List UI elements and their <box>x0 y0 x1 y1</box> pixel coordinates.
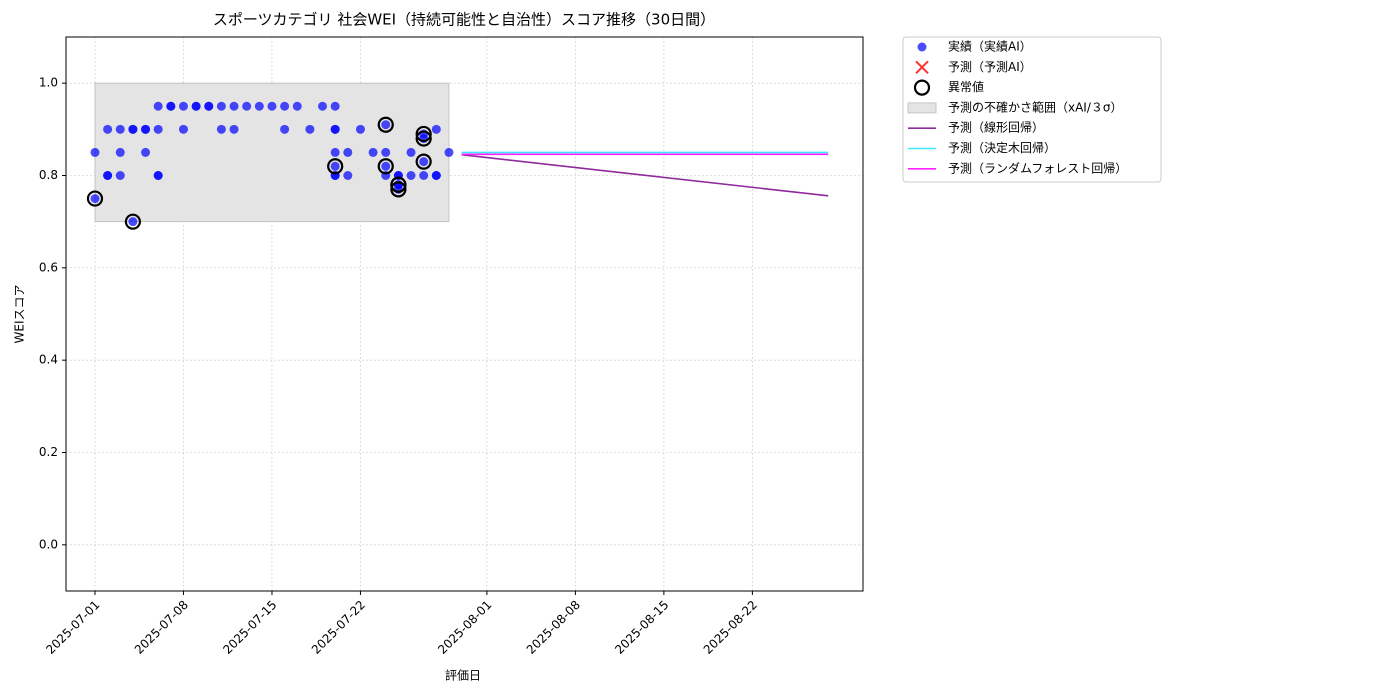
data-point <box>103 124 113 134</box>
y-tick-label: 0.0 <box>39 537 58 551</box>
data-point <box>292 101 302 111</box>
y-axis-label: WEIスコア <box>13 285 27 344</box>
data-point <box>381 147 391 157</box>
data-point <box>242 101 252 111</box>
data-point <box>330 101 340 111</box>
data-point <box>153 124 163 134</box>
y-tick-label: 0.8 <box>39 168 58 182</box>
data-point <box>153 101 163 111</box>
data-point <box>90 194 100 204</box>
legend-marker <box>917 42 927 52</box>
legend-label: 予測（決定木回帰） <box>948 140 1056 155</box>
data-point <box>390 176 407 193</box>
x-tick-label: 2025-07-08 <box>132 598 191 657</box>
data-point <box>254 101 264 111</box>
x-tick-label: 2025-08-22 <box>701 598 760 657</box>
chart-title: スポーツカテゴリ 社会WEI（持続可能性と自治性）スコア推移（30日間） <box>213 11 715 29</box>
x-tick-label: 2025-08-01 <box>435 598 494 657</box>
x-axis-label: 評価日 <box>445 668 481 683</box>
data-point <box>343 171 353 180</box>
data-point <box>204 101 214 111</box>
data-point <box>431 171 441 180</box>
x-tick-label: 2025-07-22 <box>309 598 368 657</box>
plot-layer <box>66 37 863 591</box>
data-point <box>178 124 188 134</box>
x-tick-label: 2025-08-15 <box>612 598 671 657</box>
data-point <box>377 158 394 175</box>
data-point <box>419 171 429 180</box>
data-point <box>419 157 429 167</box>
data-point <box>90 147 100 157</box>
data-point <box>327 158 344 175</box>
data-point <box>305 124 315 134</box>
legend-label: 実績（実績AI） <box>948 39 1032 54</box>
data-point <box>390 181 407 198</box>
data-point <box>128 217 138 227</box>
legend-label: 予測の不確かさ範囲（xAI/３σ） <box>948 99 1123 114</box>
data-point <box>355 124 365 134</box>
forecast-line <box>461 153 829 197</box>
data-point <box>280 101 290 111</box>
data-point <box>124 213 141 230</box>
data-point <box>406 147 416 157</box>
legend-marker <box>915 60 929 75</box>
data-point <box>377 116 394 133</box>
y-tick-label: 0.2 <box>39 445 58 459</box>
data-point <box>103 171 113 180</box>
data-point <box>415 130 432 147</box>
data-point <box>444 147 454 157</box>
data-point <box>406 171 416 180</box>
data-point <box>216 101 226 111</box>
x-tick-label: 2025-07-15 <box>220 598 279 657</box>
data-point <box>381 120 391 130</box>
data-point <box>431 124 441 134</box>
data-point <box>86 190 104 207</box>
data-point <box>153 171 163 180</box>
legend-marker <box>913 79 931 96</box>
data-point <box>330 147 340 157</box>
data-point <box>381 161 391 171</box>
y-tick-label: 0.6 <box>39 260 58 274</box>
y-tick-label: 1.0 <box>39 76 58 90</box>
x-tick-label: 2025-08-08 <box>524 598 583 657</box>
legend-label: 予測（予測AI） <box>948 60 1032 74</box>
data-point <box>141 124 151 134</box>
y-tick-label: 0.4 <box>39 353 58 367</box>
x-tick-label: 2025-07-01 <box>43 598 102 657</box>
legend-label: 予測（ランダムフォレスト回帰） <box>948 160 1127 175</box>
data-point <box>415 125 432 143</box>
legend-label: 予測（線形回帰） <box>948 120 1044 135</box>
data-point <box>343 147 353 157</box>
data-point <box>330 124 340 134</box>
legend-label: 異常値 <box>948 79 984 94</box>
data-point <box>267 101 277 111</box>
data-point <box>280 124 290 134</box>
legend-box <box>902 36 1162 183</box>
data-point <box>191 101 201 111</box>
data-point <box>166 101 176 111</box>
data-point <box>178 101 188 111</box>
data-point <box>229 124 239 134</box>
legend-swatch <box>907 102 937 114</box>
data-point <box>216 124 226 134</box>
data-point <box>368 147 378 157</box>
data-point <box>128 124 138 134</box>
data-point <box>115 124 125 134</box>
data-point <box>318 101 328 111</box>
data-point <box>115 147 125 157</box>
plot-frame <box>65 36 864 592</box>
data-point <box>229 101 239 111</box>
data-point <box>330 161 340 171</box>
marker-stroke <box>915 60 929 75</box>
data-point <box>115 171 125 180</box>
data-point <box>415 153 432 170</box>
data-point <box>141 147 151 157</box>
